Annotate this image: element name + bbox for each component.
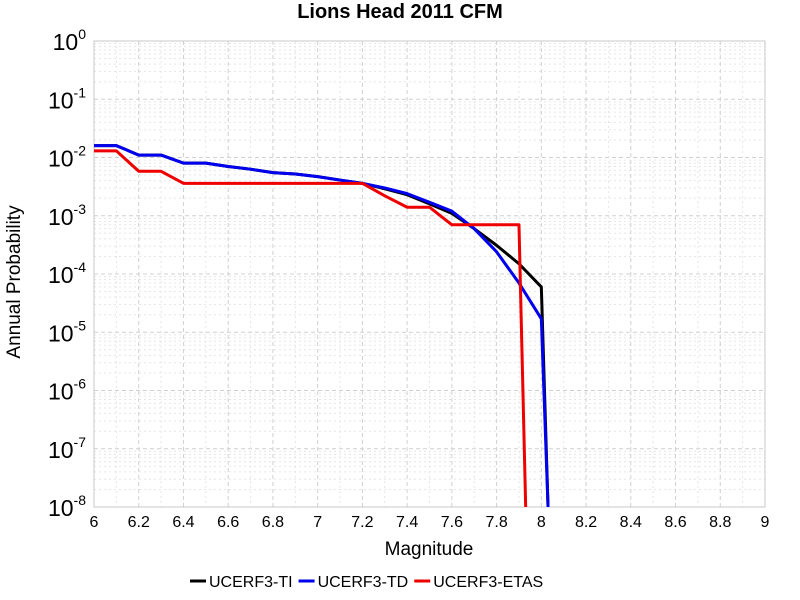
legend-label-ucerf3-ti: UCERF3-TI: [209, 574, 293, 591]
series-lines: [94, 144, 550, 508]
x-tick-label: 6.8: [262, 514, 284, 531]
y-tick-label: 10-3: [48, 201, 86, 230]
x-tick-label: 7.4: [396, 514, 418, 531]
y-tick-label: 10-8: [48, 492, 86, 521]
x-tick-label: 8.8: [709, 514, 731, 531]
x-axis-label: Magnitude: [385, 539, 474, 560]
grid-major: [93, 40, 766, 508]
legend-label-ucerf3-etas: UCERF3-ETAS: [433, 574, 543, 591]
x-tick-label: 6.4: [172, 514, 194, 531]
y-tick-label: 10-5: [48, 317, 86, 346]
series-line-ucerf3-td: [94, 144, 550, 508]
x-tick-label: 7.8: [485, 514, 507, 531]
x-tick-label: 7.2: [351, 514, 373, 531]
y-tick-label: 10-2: [48, 143, 86, 172]
y-axis-label: Annual Probability: [4, 205, 25, 359]
x-tick-label: 6.2: [128, 514, 150, 531]
y-tick-label: 100: [53, 26, 87, 55]
x-tick-label: 9: [761, 514, 770, 531]
x-tick-labels: 6 6.2 6.4 6.6 6.8 7 7.2 7.4 7.6 7.8 8 8.2 8.4 8.6 8.8 9: [90, 514, 770, 531]
x-tick-label: 8.2: [575, 514, 597, 531]
y-tick-label: 10-7: [48, 434, 86, 463]
series-line-ucerf3-etas: [94, 149, 528, 508]
y-tick-label: 10-1: [48, 84, 86, 113]
x-tick-label: 6.6: [217, 514, 239, 531]
x-tick-label: 8: [537, 514, 546, 531]
x-tick-label: 6: [90, 514, 99, 531]
legend: UCERF3-TI UCERF3-TD UCERF3-ETAS: [190, 574, 543, 591]
y-tick-label: 10-6: [48, 376, 86, 405]
grid-minor: [94, 41, 765, 507]
x-tick-label: 7: [313, 514, 322, 531]
x-tick-label: 8.6: [664, 514, 686, 531]
y-tick-labels: 100 10-1 10-2 10-3 10-4 10-5 10-6 10-7 10-8: [48, 26, 86, 521]
x-tick-label: 8.4: [620, 514, 642, 531]
legend-label-ucerf3-td: UCERF3-TD: [318, 574, 409, 591]
plot-frame: [93, 40, 766, 508]
x-tick-label: 7.6: [441, 514, 463, 531]
y-tick-label: 10-4: [48, 259, 86, 288]
chart-title: Lions Head 2011 CFM: [297, 1, 503, 23]
